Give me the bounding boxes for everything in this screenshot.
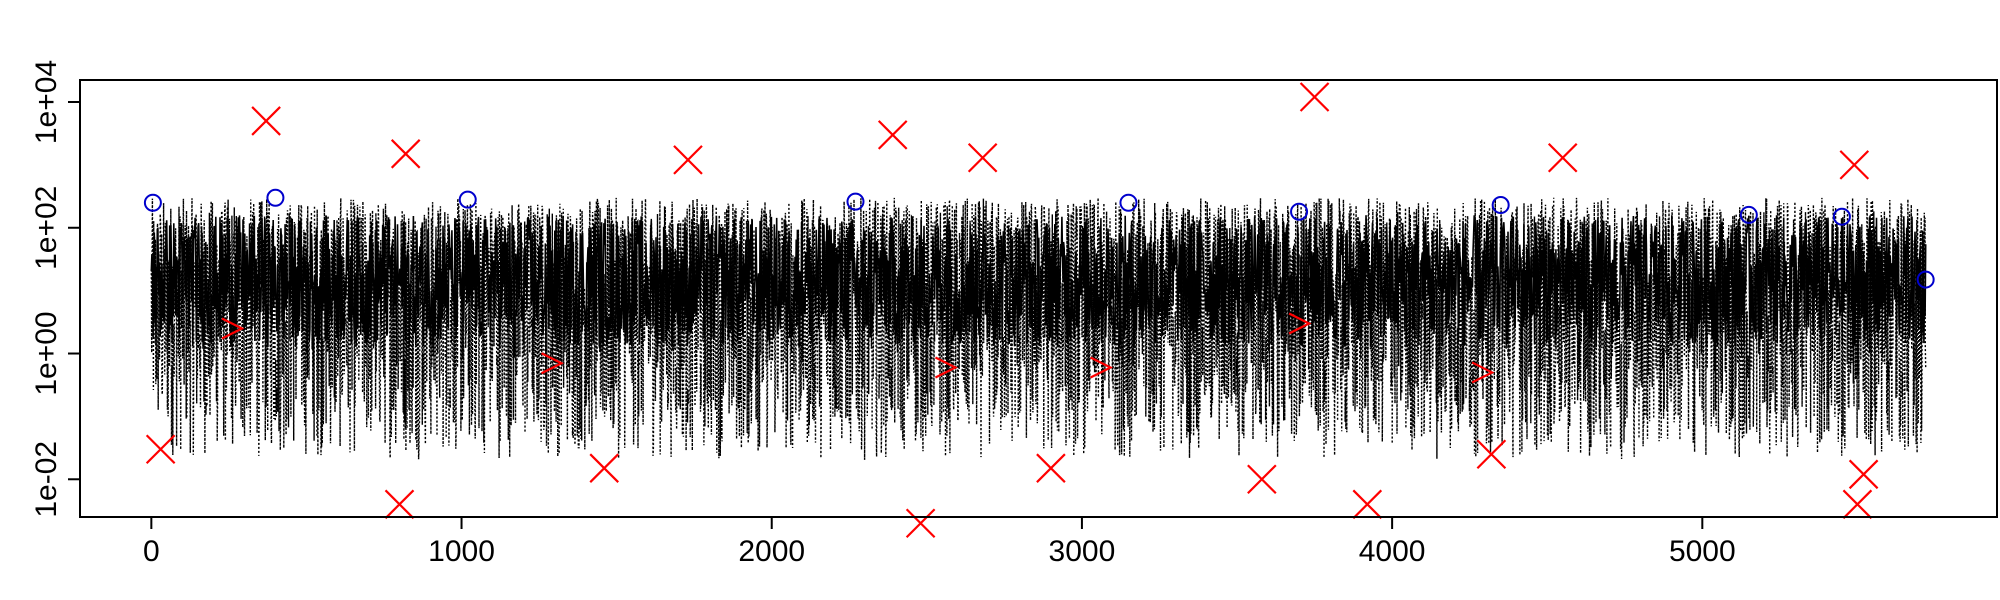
- circle-marker: [1739, 205, 1758, 224]
- x-marker: [877, 120, 908, 150]
- x-tick-label: 5000: [1669, 535, 1736, 568]
- x-marker: [589, 453, 620, 483]
- x-tick-label: 2000: [738, 535, 805, 568]
- x-marker: [1842, 489, 1873, 520]
- chevron-marker: [1288, 312, 1312, 335]
- x-marker: [1036, 453, 1066, 483]
- x-marker: [673, 145, 703, 175]
- circle-marker: [1119, 193, 1138, 212]
- data-series-core: [150, 214, 1927, 350]
- x-marker: [1299, 82, 1330, 112]
- circle-marker: [143, 193, 162, 212]
- x-tick-label: 4000: [1359, 535, 1426, 568]
- x-marker: [145, 434, 176, 465]
- circle-marker: [1290, 202, 1309, 221]
- x-axis: 0 1000 2000 3000 4000 5000: [143, 517, 1736, 568]
- chevron-marker: [221, 317, 245, 340]
- chevron-marker: [1471, 361, 1495, 384]
- y-tick-label: 1e+04: [30, 60, 63, 144]
- x-marker: [1247, 464, 1277, 495]
- x-marker: [1547, 142, 1578, 173]
- x-marker: [251, 106, 281, 136]
- x-marker: [905, 508, 936, 539]
- x-marker: [967, 142, 998, 173]
- circle-marker: [458, 190, 477, 209]
- x-tick-label: 0: [143, 535, 160, 568]
- x-marker: [1848, 459, 1879, 490]
- y-tick-label: 1e+02: [30, 186, 63, 270]
- chevron-marker: [1090, 356, 1113, 379]
- y-tick-label: 1e-02: [30, 441, 63, 518]
- x-tick-label: 1000: [428, 535, 495, 568]
- y-tick-label: 1e+00: [30, 311, 63, 395]
- circle-marker: [1491, 196, 1510, 215]
- x-marker: [1352, 489, 1383, 520]
- circle-marker: [1832, 207, 1851, 226]
- data-layer: [150, 197, 1927, 460]
- markers-layer: [143, 82, 1935, 539]
- chevron-marker: [541, 352, 564, 375]
- x-marker: [390, 139, 421, 169]
- circle-marker: [846, 192, 865, 211]
- plot-frame: [79, 79, 1998, 518]
- x-marker: [1839, 150, 1870, 180]
- x-marker: [384, 489, 415, 520]
- x-marker: [1476, 439, 1507, 470]
- circle-marker: [266, 188, 285, 207]
- y-axis: 1e-02 1e+00 1e+02 1e+04: [30, 60, 80, 518]
- circle-marker: [1916, 270, 1935, 289]
- chevron-marker: [934, 356, 958, 379]
- x-tick-label: 3000: [1049, 535, 1116, 568]
